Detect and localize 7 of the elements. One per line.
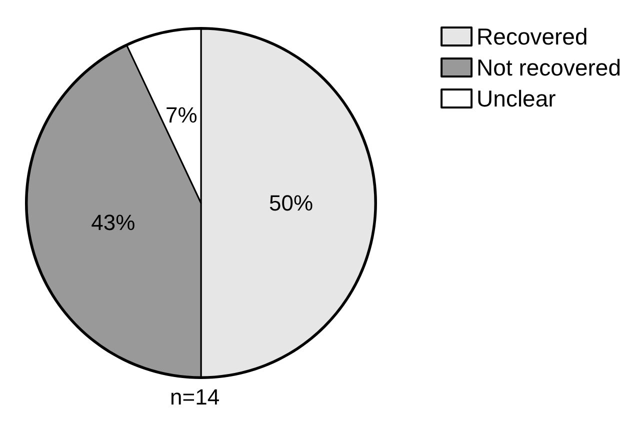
legend-label: Recovered xyxy=(476,24,588,50)
legend-label: Not recovered xyxy=(476,54,622,80)
legend-label: Unclear xyxy=(476,86,556,112)
data-label: 50% xyxy=(268,190,314,216)
data-label: 7% xyxy=(165,102,198,128)
data-label: 43% xyxy=(91,210,136,236)
text: n=14 xyxy=(170,384,220,410)
